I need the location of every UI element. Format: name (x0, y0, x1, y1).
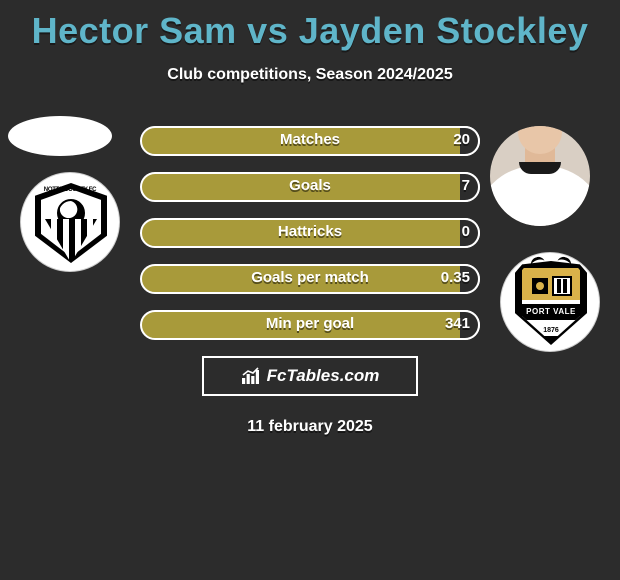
subtitle: Club competitions, Season 2024/2025 (0, 66, 620, 84)
stat-row: Goals per match0.35 (140, 264, 480, 294)
stats-container: Matches20 Goals7 Hattricks0 Goals per match… (0, 126, 620, 340)
stat-value-right: 0 (462, 223, 470, 240)
stat-bar-left (140, 264, 480, 294)
stat-row: Matches20 (140, 126, 480, 156)
stat-bar-left (140, 172, 480, 202)
brand-text: FcTables.com (267, 366, 380, 386)
stat-row: Hattricks0 (140, 218, 480, 248)
stat-value-right: 20 (453, 131, 470, 148)
chart-icon (241, 367, 261, 385)
stat-row: Goals7 (140, 172, 480, 202)
stat-bar-left (140, 126, 480, 156)
page-title: Hector Sam vs Jayden Stockley (0, 0, 620, 52)
stat-value-right: 0.35 (441, 269, 470, 286)
brand-box[interactable]: FcTables.com (202, 356, 418, 396)
date-text: 11 february 2025 (0, 418, 620, 436)
stat-row: Min per goal341 (140, 310, 480, 340)
stat-bar-left (140, 310, 480, 340)
stat-value-right: 7 (462, 177, 470, 194)
stat-bar-left (140, 218, 480, 248)
stat-value-right: 341 (445, 315, 470, 332)
